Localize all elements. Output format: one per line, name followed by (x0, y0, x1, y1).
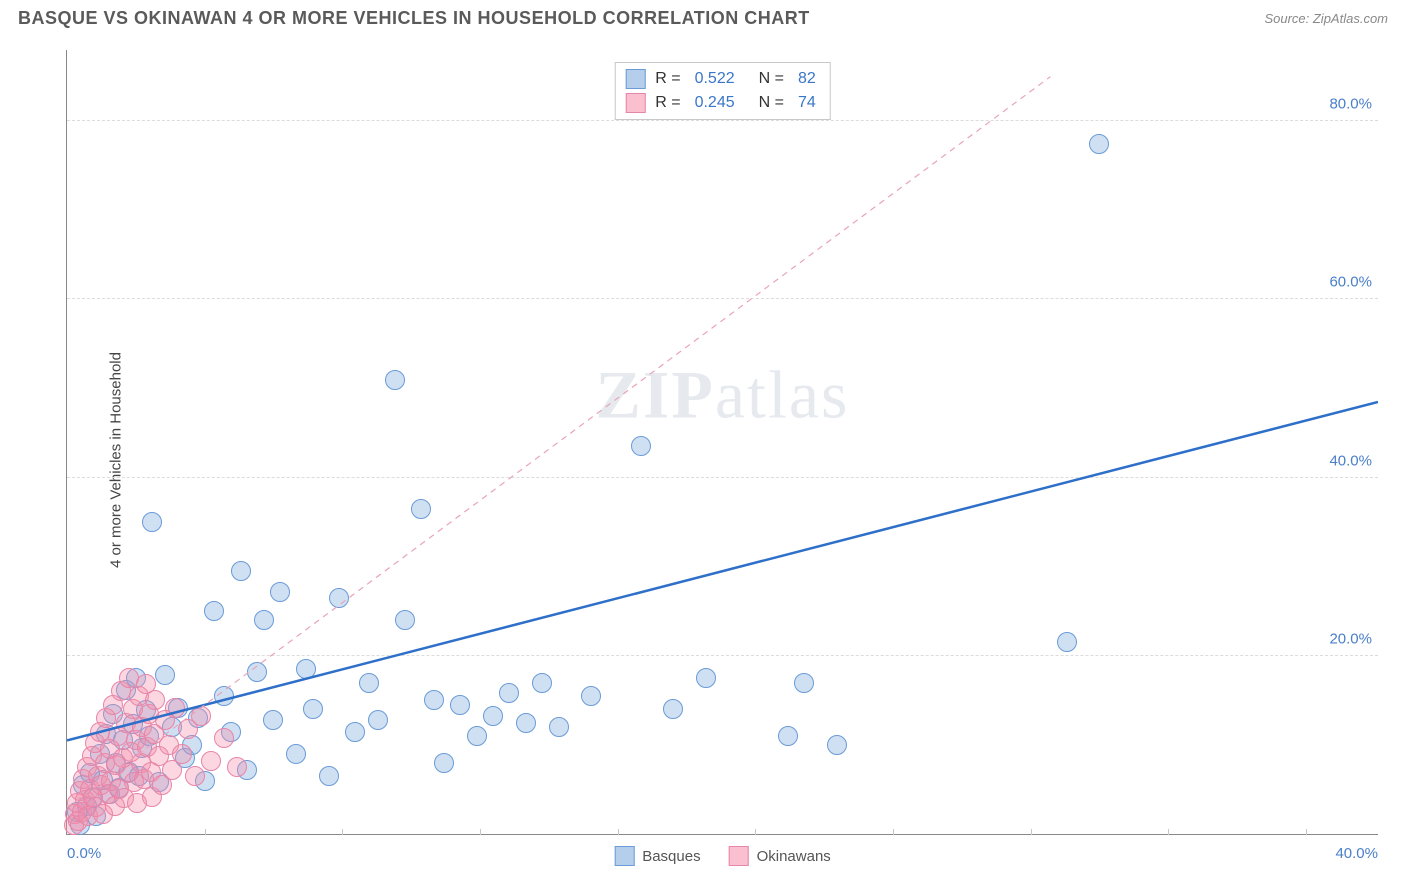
data-point-basques (286, 744, 306, 764)
r-label: R = (655, 94, 680, 112)
data-point-okinawans (214, 728, 234, 748)
data-point-basques (214, 686, 234, 706)
data-point-basques (827, 735, 847, 755)
x-tick-mark (480, 829, 481, 835)
data-point-basques (142, 512, 162, 532)
data-point-basques (1089, 134, 1109, 154)
legend-item: Okinawans (729, 846, 831, 866)
r-value: 0.522 (695, 70, 735, 88)
data-point-basques (631, 436, 651, 456)
watermark: ZIPatlas (596, 355, 850, 434)
data-point-basques (450, 695, 470, 715)
data-point-basques (549, 717, 569, 737)
y-tick-label: 80.0% (1329, 96, 1372, 113)
data-point-basques (483, 706, 503, 726)
grid-line-h (67, 298, 1378, 299)
data-point-basques (303, 699, 323, 719)
grid-line-h (67, 120, 1378, 121)
swatch-icon (625, 69, 645, 89)
x-tick-mark (893, 829, 894, 835)
data-point-basques (204, 601, 224, 621)
x-tick-mark (755, 829, 756, 835)
corr-legend-row-basques: R = 0.522 N = 82 (625, 67, 820, 91)
data-point-basques (296, 659, 316, 679)
n-value: 74 (798, 94, 816, 112)
x-tick-mark (1168, 829, 1169, 835)
data-point-okinawans (185, 766, 205, 786)
swatch-icon (625, 93, 645, 113)
n-label: N = (759, 94, 784, 112)
x-tick-mark (1306, 829, 1307, 835)
chart-area: 4 or more Vehicles in Household ZIPatlas… (18, 40, 1388, 880)
data-point-basques (254, 610, 274, 630)
data-point-basques (434, 753, 454, 773)
y-tick-label: 40.0% (1329, 452, 1372, 469)
data-point-basques (263, 710, 283, 730)
data-point-okinawans (165, 698, 185, 718)
data-point-basques (663, 699, 683, 719)
source-attribution: Source: ZipAtlas.com (1264, 11, 1388, 26)
data-point-basques (345, 722, 365, 742)
data-point-basques (319, 766, 339, 786)
legend-label: Basques (642, 848, 700, 865)
x-tick-mark (205, 829, 206, 835)
data-point-basques (794, 673, 814, 693)
x-tick-mark (1031, 829, 1032, 835)
plot-region: ZIPatlas R =0.522N =82R =0.245N =74 Basq… (66, 50, 1378, 835)
data-point-basques (385, 370, 405, 390)
data-point-okinawans (172, 744, 192, 764)
chart-header: BASQUE VS OKINAWAN 4 OR MORE VEHICLES IN… (0, 0, 1406, 33)
legend-label: Okinawans (757, 848, 831, 865)
swatch-icon (729, 846, 749, 866)
grid-line-h (67, 655, 1378, 656)
x-tick-label: 40.0% (1335, 845, 1378, 862)
data-point-basques (329, 588, 349, 608)
data-point-basques (270, 582, 290, 602)
x-tick-label: 0.0% (67, 845, 101, 862)
data-point-basques (155, 665, 175, 685)
data-point-basques (1057, 632, 1077, 652)
x-tick-mark (618, 829, 619, 835)
data-point-okinawans (227, 757, 247, 777)
r-label: R = (655, 70, 680, 88)
corr-legend-row-okinawans: R = 0.245 N = 74 (625, 91, 820, 115)
data-point-okinawans (145, 690, 165, 710)
trend-line-basques (67, 402, 1378, 741)
data-point-basques (696, 668, 716, 688)
r-value: 0.245 (695, 94, 735, 112)
data-point-basques (581, 686, 601, 706)
data-point-basques (411, 499, 431, 519)
data-point-basques (778, 726, 798, 746)
series-legend: Basques Okinawans (614, 846, 831, 866)
n-label: N = (759, 70, 784, 88)
correlation-legend: R = 0.522 N = 82 R = 0.245 N = 74 (614, 62, 831, 120)
data-point-basques (395, 610, 415, 630)
data-point-okinawans (191, 706, 211, 726)
data-point-basques (424, 690, 444, 710)
chart-title: BASQUE VS OKINAWAN 4 OR MORE VEHICLES IN… (18, 8, 810, 29)
data-point-basques (368, 710, 388, 730)
grid-line-h (67, 477, 1378, 478)
y-tick-label: 60.0% (1329, 274, 1372, 291)
data-point-basques (532, 673, 552, 693)
data-point-basques (467, 726, 487, 746)
n-value: 82 (798, 70, 816, 88)
data-point-basques (247, 662, 267, 682)
y-tick-label: 20.0% (1329, 630, 1372, 647)
data-point-basques (499, 683, 519, 703)
data-point-basques (359, 673, 379, 693)
legend-item: Basques (614, 846, 700, 866)
data-point-basques (231, 561, 251, 581)
data-point-basques (516, 713, 536, 733)
swatch-icon (614, 846, 634, 866)
data-point-okinawans (201, 751, 221, 771)
x-tick-mark (342, 829, 343, 835)
